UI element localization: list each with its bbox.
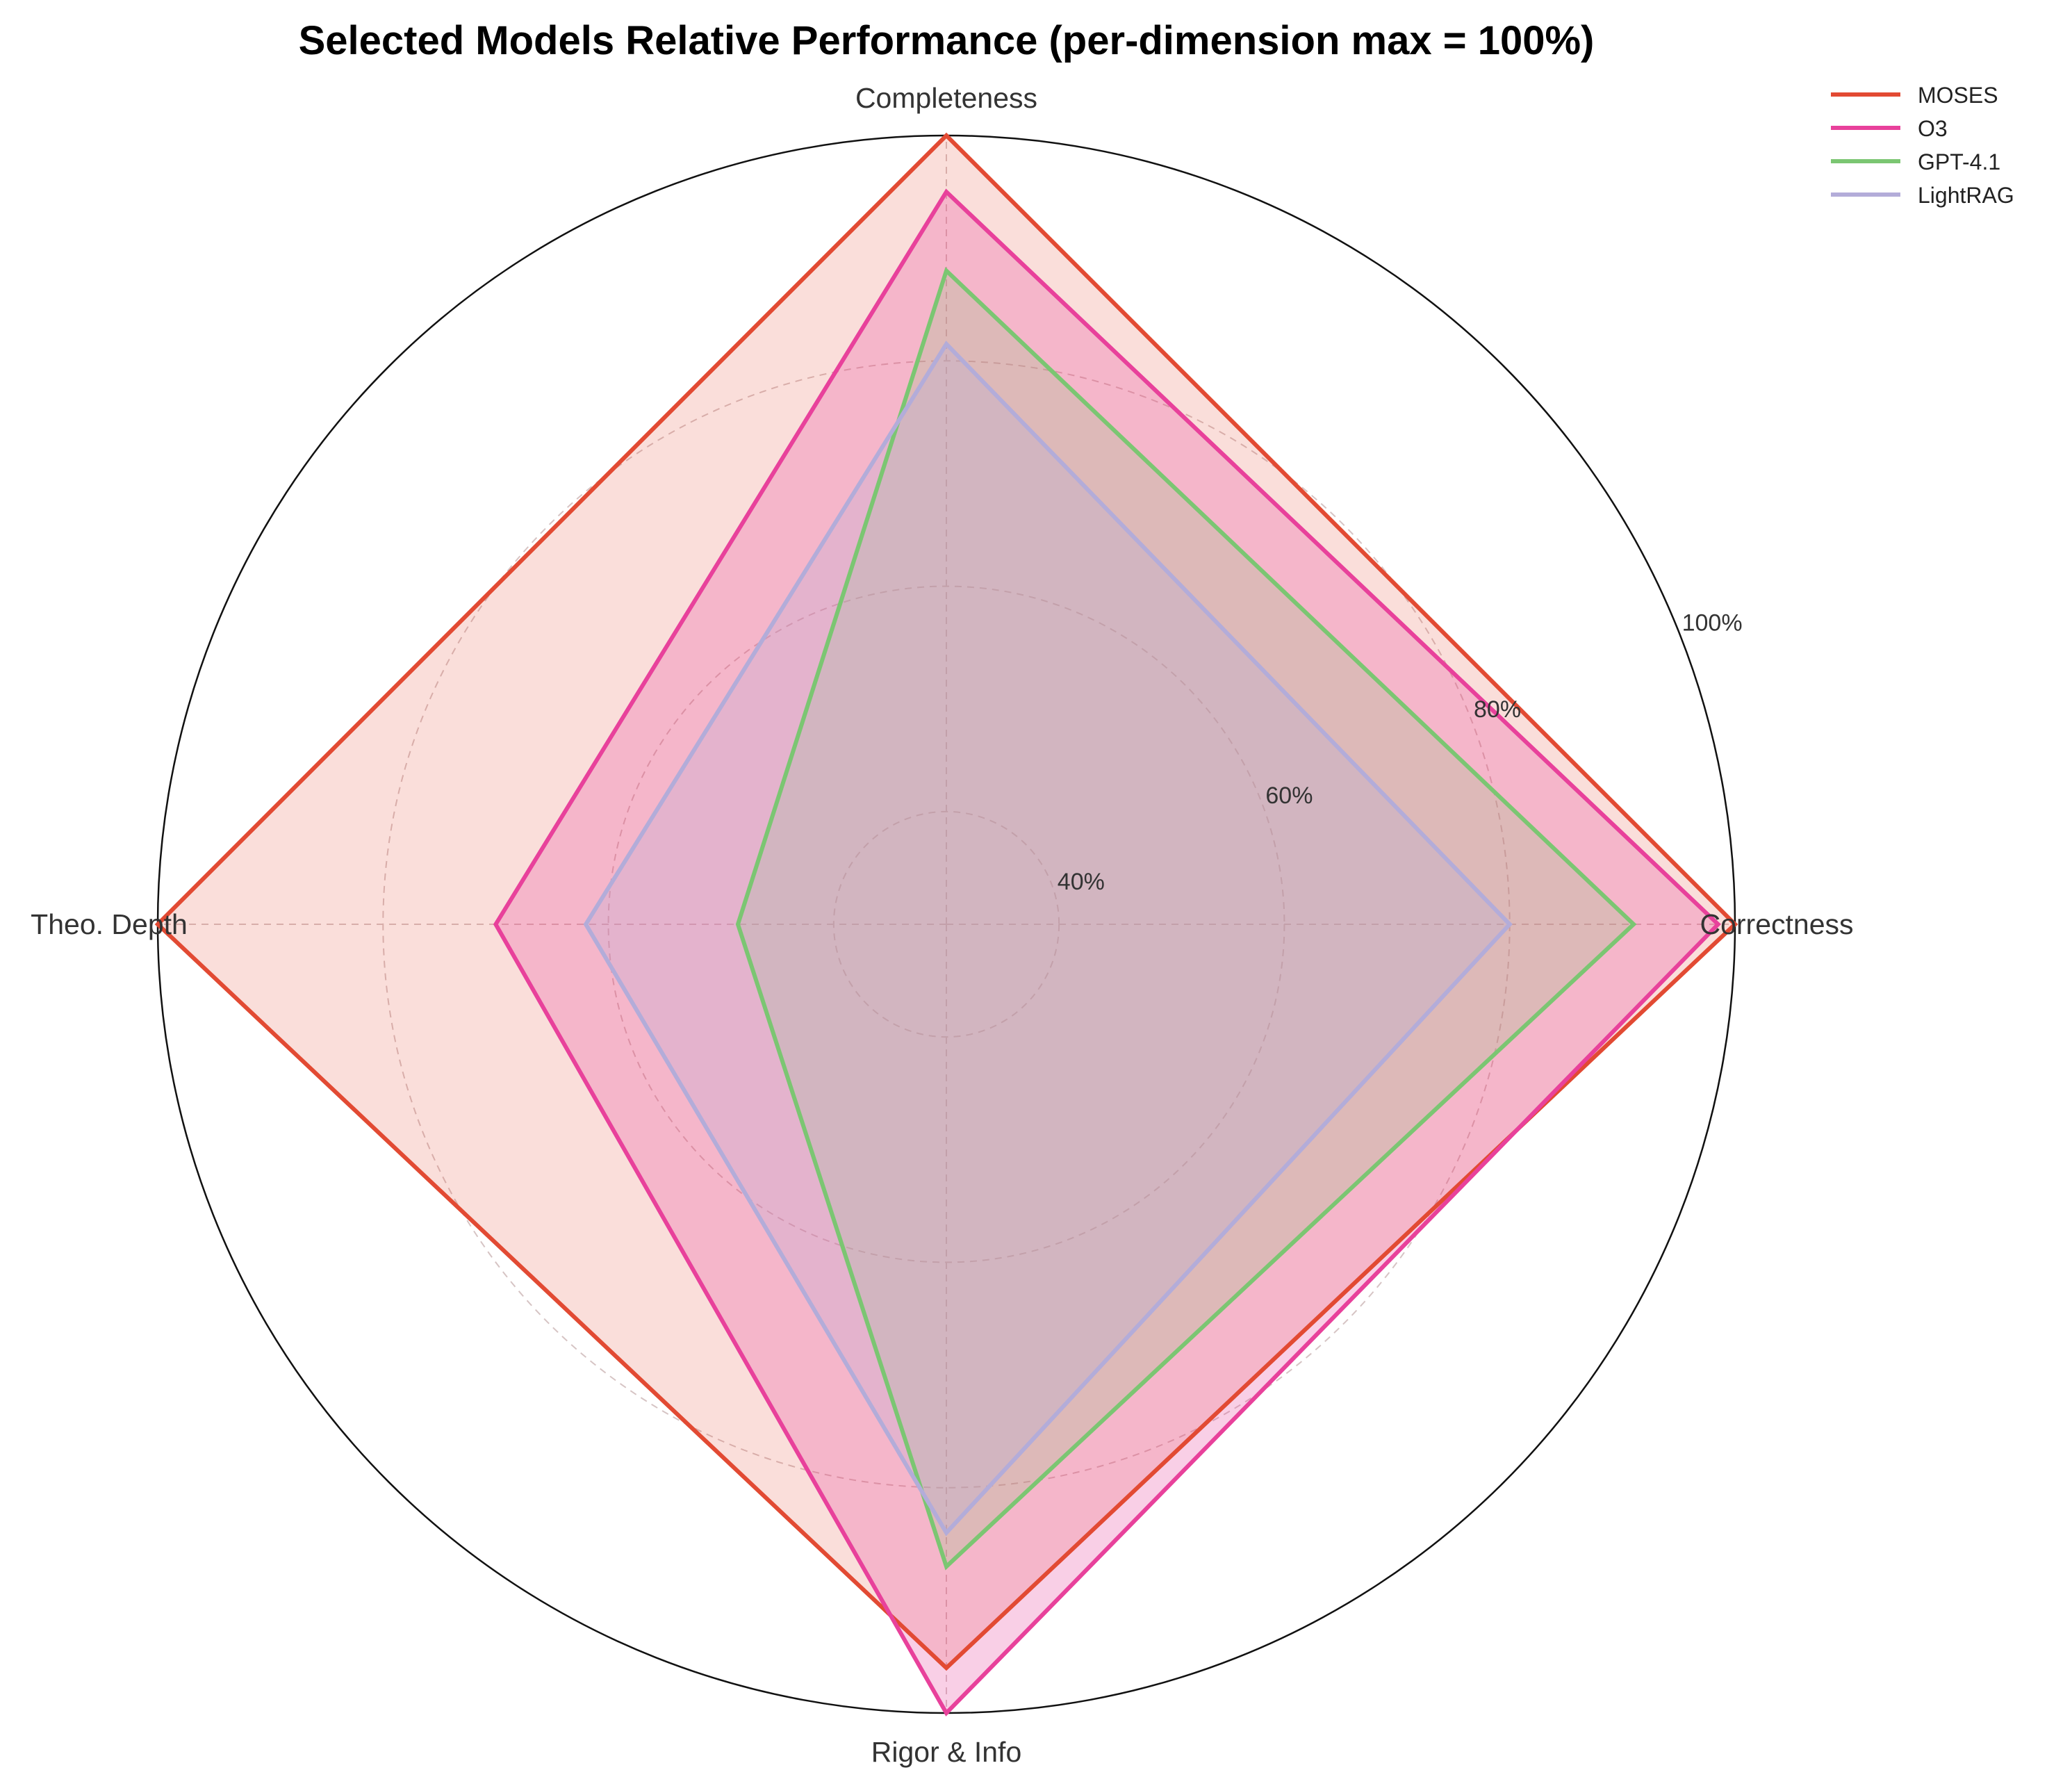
- series-line: [154, 132, 1738, 1671]
- axis-label: Completeness: [855, 82, 1037, 114]
- series-line: [735, 267, 1637, 1571]
- series-fill: [495, 192, 1718, 1713]
- axis-label: Correctness: [1700, 908, 1853, 940]
- series-fill: [738, 270, 1634, 1567]
- legend-label: MOSES: [1918, 83, 1998, 108]
- axis-label: Theo. Depth: [31, 908, 188, 940]
- radial-tick-label: 40%: [1058, 869, 1105, 895]
- series-fill: [158, 136, 1735, 1669]
- legend: MOSES O3 GPT-4.1 LightRAG: [1831, 83, 2014, 208]
- series-line: [493, 188, 1721, 1717]
- series-line: [583, 341, 1513, 1537]
- radial-tick-label: 60%: [1265, 783, 1313, 809]
- radial-tick-label: 80%: [1474, 696, 1521, 723]
- series-layer: [154, 132, 1738, 1717]
- radial-tick-label: 100%: [1682, 610, 1743, 637]
- chart-title: Selected Models Relative Performance (pe…: [299, 18, 1595, 63]
- legend-label: O3: [1918, 116, 1948, 141]
- legend-label: GPT-4.1: [1918, 149, 2000, 174]
- legend-label: LightRAG: [1918, 183, 2014, 208]
- axis-label-layer: Correctness Completeness Theo. Depth Rigor …: [31, 82, 1853, 1768]
- tick-layer: 40% 60% 80% 100%: [1058, 610, 1743, 895]
- series-fill: [586, 344, 1510, 1533]
- axis-label: Rigor & Info: [871, 1736, 1022, 1768]
